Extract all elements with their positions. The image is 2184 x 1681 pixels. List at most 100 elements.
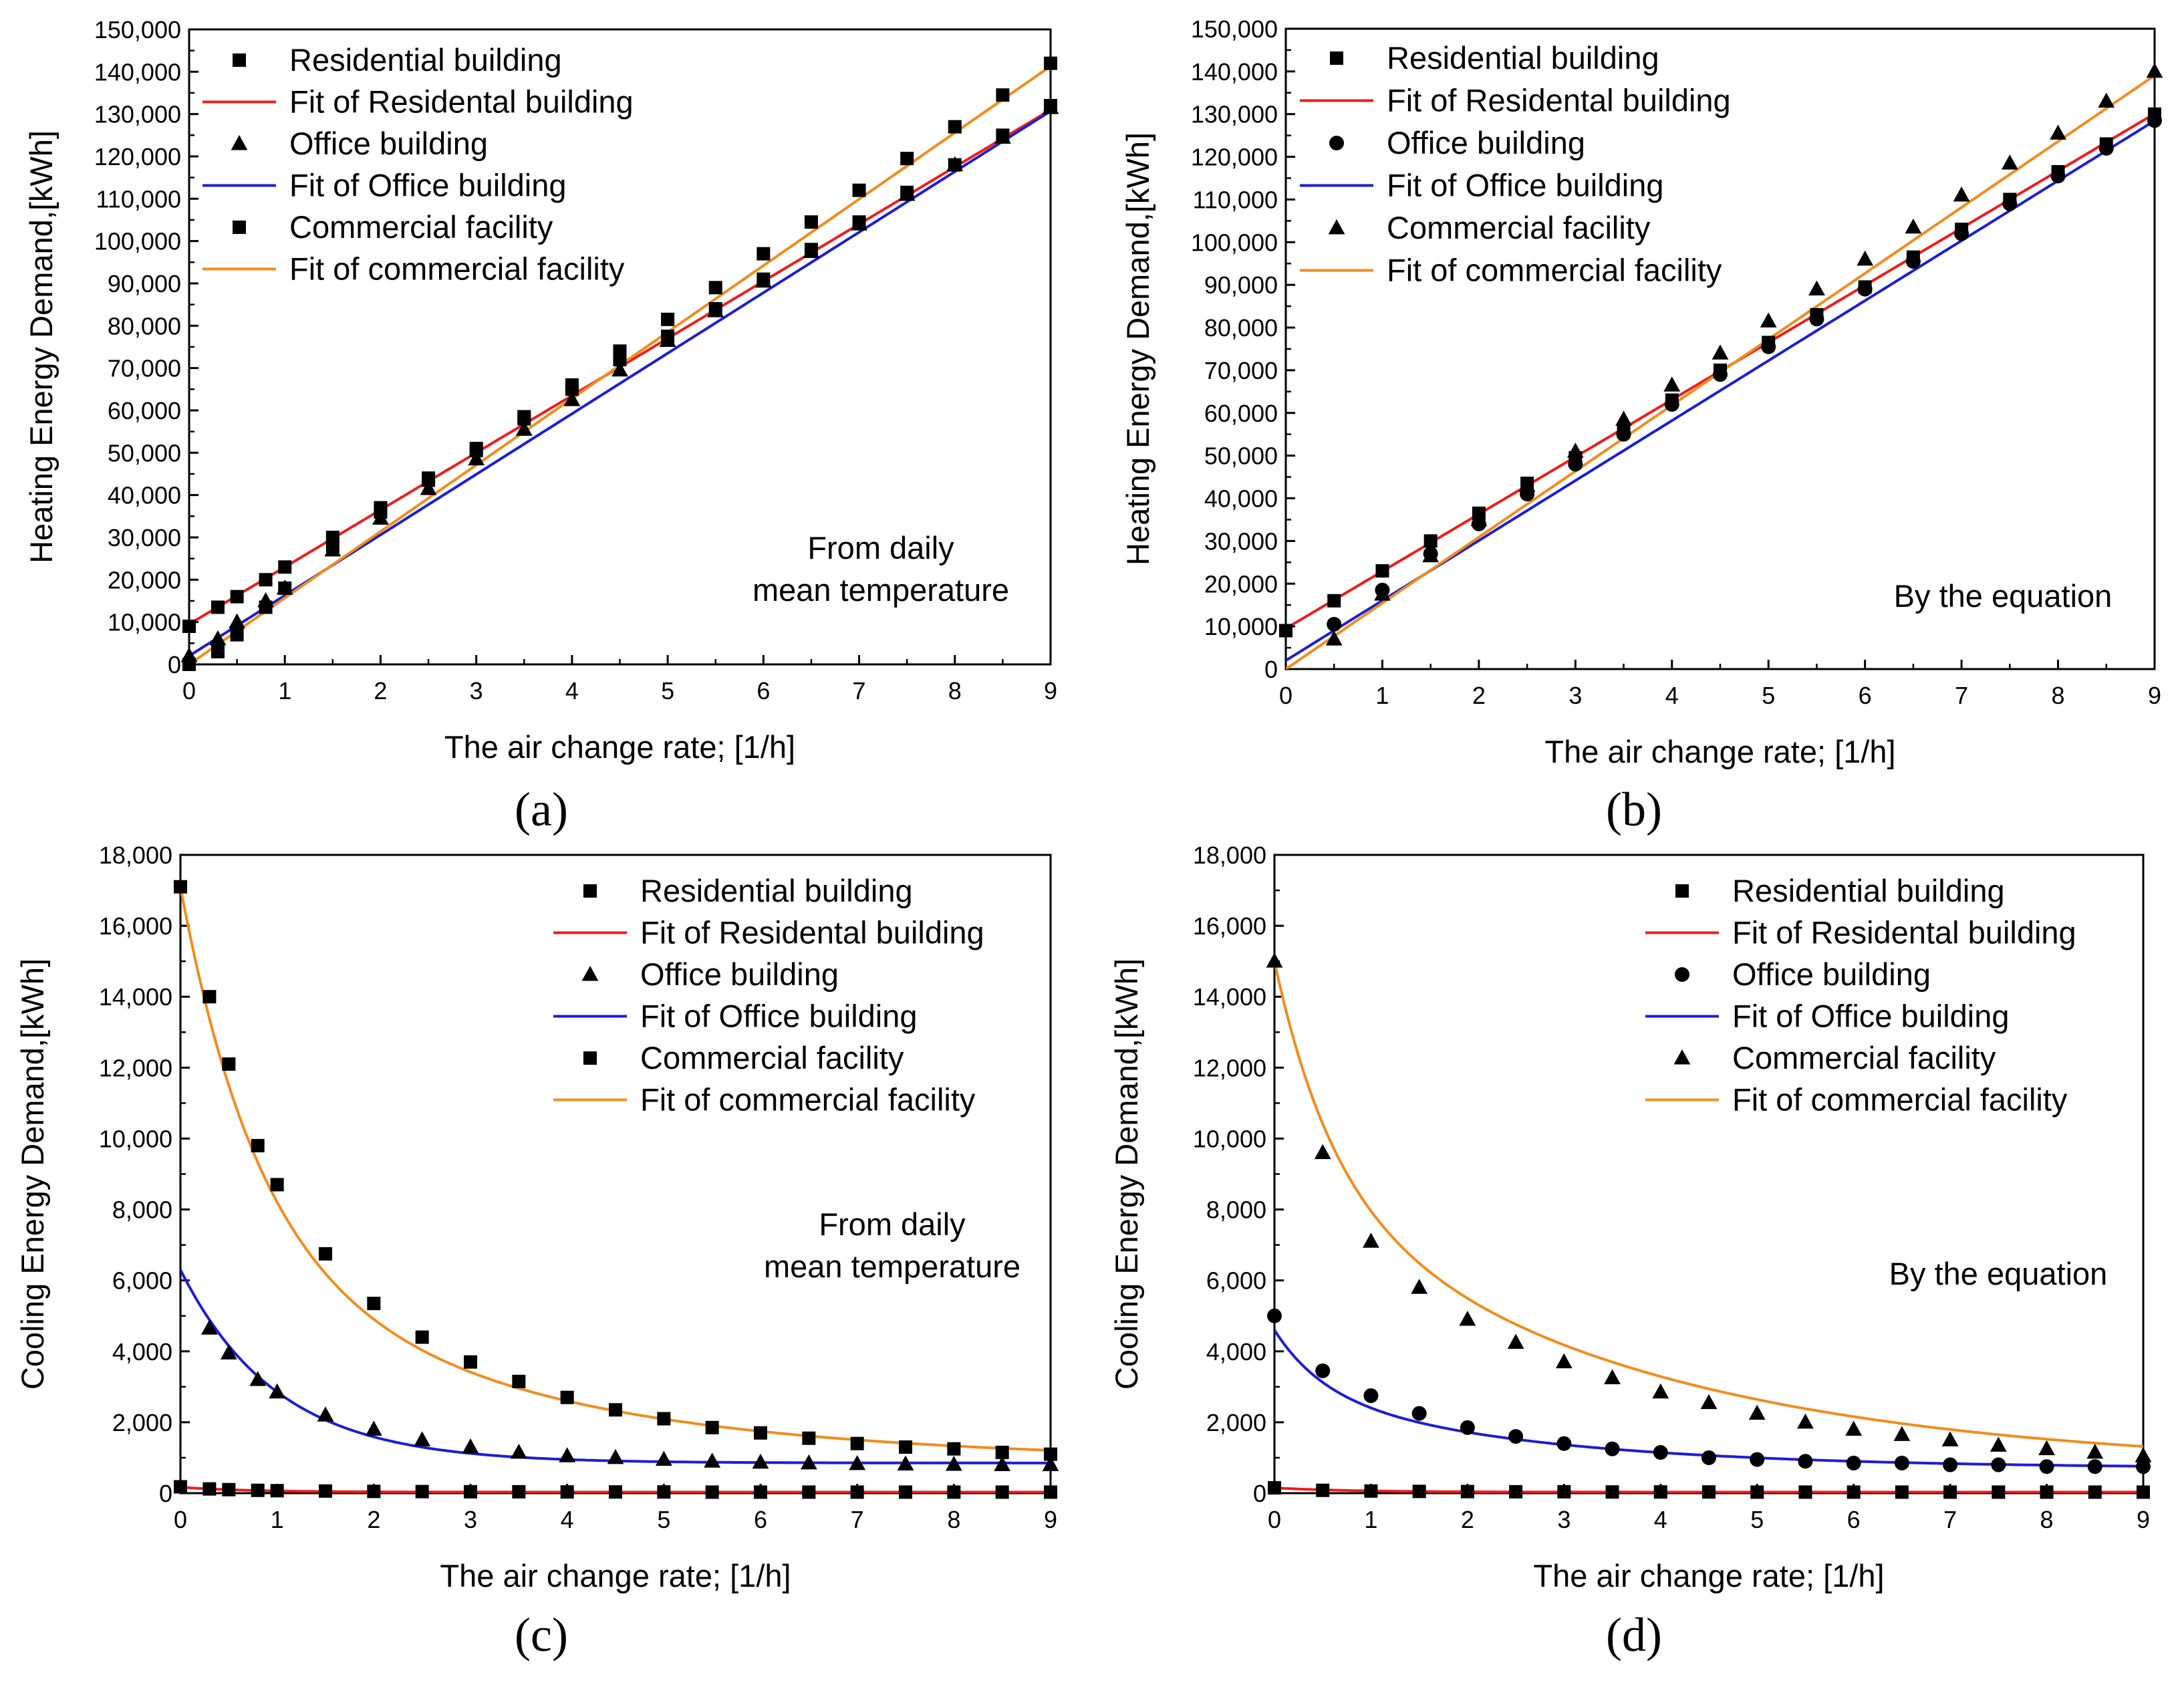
legend-label: Office building bbox=[640, 956, 839, 992]
y-tick-label: 14,000 bbox=[1193, 983, 1266, 1011]
data-point bbox=[565, 378, 579, 392]
data-point bbox=[1460, 1484, 1474, 1499]
data-point bbox=[517, 410, 531, 424]
data-point bbox=[995, 1445, 1009, 1459]
x-tick-label: 1 bbox=[271, 1506, 284, 1533]
data-point bbox=[1518, 477, 1536, 492]
data-point bbox=[182, 658, 196, 671]
legend-label: Fit of commercial facility bbox=[1387, 253, 1722, 288]
x-tick-label: 8 bbox=[2052, 682, 2065, 709]
y-tick-label: 10,000 bbox=[99, 1125, 172, 1152]
y-tick-label: 40,000 bbox=[1204, 485, 1278, 513]
data-point bbox=[1363, 1388, 1379, 1404]
data-point bbox=[947, 1442, 961, 1456]
legend-label: Fit of commercial facility bbox=[1732, 1082, 2068, 1118]
data-point bbox=[2088, 1485, 2102, 1499]
y-tick-label: 150,000 bbox=[1191, 15, 1278, 43]
legend-label: Residential building bbox=[1732, 873, 2005, 908]
x-tick-label: 9 bbox=[2148, 682, 2161, 709]
x-tick-label: 4 bbox=[565, 677, 579, 704]
legend-marker bbox=[1328, 219, 1345, 235]
x-tick-label: 7 bbox=[853, 677, 866, 704]
data-point bbox=[850, 1485, 864, 1499]
data-point bbox=[1411, 1279, 1428, 1294]
data-point bbox=[657, 1485, 671, 1499]
y-axis-title: Cooling Energy Demand,[kWh] bbox=[15, 958, 50, 1390]
data-point bbox=[1798, 1485, 1812, 1499]
data-point bbox=[1846, 1455, 1861, 1470]
data-point bbox=[469, 444, 483, 458]
x-tick-label: 6 bbox=[1847, 1506, 1861, 1533]
data-point bbox=[659, 332, 676, 347]
y-tick-label: 16,000 bbox=[99, 912, 172, 940]
y-tick-label: 8,000 bbox=[112, 1196, 172, 1224]
legend-label: Fit of Residental building bbox=[1387, 83, 1731, 118]
y-tick-label: 30,000 bbox=[1204, 527, 1278, 555]
legend-label: Office building bbox=[1732, 956, 1931, 992]
series-3 bbox=[182, 56, 1057, 671]
y-axis-title: Heating Energy Demand,[kWh] bbox=[1120, 132, 1155, 565]
data-point bbox=[211, 600, 225, 614]
data-point bbox=[222, 1482, 236, 1497]
legend-label: Fit of Office building bbox=[1732, 999, 2010, 1034]
y-tick-label: 20,000 bbox=[1204, 570, 1278, 598]
data-point bbox=[1953, 186, 1970, 202]
data-point bbox=[1943, 1485, 1957, 1499]
x-tick-label: 9 bbox=[2137, 1506, 2150, 1533]
data-point bbox=[898, 185, 916, 201]
data-point bbox=[1847, 1485, 1861, 1499]
x-tick-label: 4 bbox=[1665, 682, 1679, 709]
data-point bbox=[278, 581, 292, 595]
x-tick-label: 2 bbox=[1472, 682, 1486, 709]
data-point bbox=[1327, 594, 1341, 608]
y-tick-label: 14,000 bbox=[99, 983, 172, 1011]
data-point bbox=[800, 1454, 817, 1470]
y-tick-label: 2,000 bbox=[1206, 1409, 1266, 1436]
legend-label: Commercial facility bbox=[289, 209, 553, 245]
data-point bbox=[947, 1485, 961, 1499]
data-point bbox=[1279, 624, 1292, 638]
x-tick-label: 9 bbox=[1044, 1506, 1057, 1533]
annotation-text: From daily bbox=[807, 530, 954, 565]
y-tick-label: 8,000 bbox=[1206, 1196, 1266, 1224]
data-point bbox=[661, 312, 675, 326]
legend-marker bbox=[231, 134, 248, 150]
y-tick-label: 60,000 bbox=[1204, 400, 1278, 427]
data-point bbox=[1508, 1429, 1524, 1444]
legend-marker bbox=[233, 221, 246, 234]
legend-label: Fit of Office building bbox=[1387, 168, 1664, 203]
y-tick-label: 120,000 bbox=[94, 143, 181, 170]
legend-marker bbox=[1673, 1049, 1691, 1065]
data-point bbox=[755, 272, 772, 288]
data-point bbox=[1266, 952, 1283, 968]
annotation-text: From daily bbox=[819, 1206, 966, 1242]
data-point bbox=[1042, 1456, 1059, 1472]
x-axis-title: The air change rate; [1/h] bbox=[1544, 734, 1895, 769]
data-point bbox=[560, 1485, 574, 1499]
data-point bbox=[201, 1319, 218, 1335]
data-point bbox=[414, 1431, 431, 1446]
x-tick-label: 3 bbox=[1568, 682, 1582, 709]
data-point bbox=[269, 1383, 286, 1399]
data-point bbox=[1750, 1485, 1764, 1499]
data-point bbox=[1364, 1484, 1378, 1498]
y-tick-label: 50,000 bbox=[108, 439, 181, 467]
panel-c: 0 1 2 3 4 5 6 7 8 9 0 2,000 4,000 6,000 8,000 10,000 12,… bbox=[15, 842, 1059, 1662]
data-point bbox=[2086, 1443, 2104, 1459]
legend-marker bbox=[1329, 136, 1344, 150]
data-point bbox=[705, 1485, 719, 1499]
data-point bbox=[259, 600, 273, 614]
data-point bbox=[1615, 410, 1632, 426]
data-point bbox=[1798, 1454, 1813, 1469]
y-tick-label: 4,000 bbox=[112, 1338, 172, 1366]
data-point bbox=[202, 1482, 217, 1496]
legend-label: Office building bbox=[289, 126, 488, 161]
y-tick-label: 50,000 bbox=[1204, 442, 1278, 470]
data-point bbox=[249, 1371, 267, 1386]
data-point bbox=[2038, 1440, 2055, 1456]
x-tick-label: 7 bbox=[1943, 1506, 1957, 1533]
data-point bbox=[1566, 442, 1584, 458]
data-point bbox=[803, 243, 820, 258]
data-point bbox=[1363, 1233, 1379, 1248]
